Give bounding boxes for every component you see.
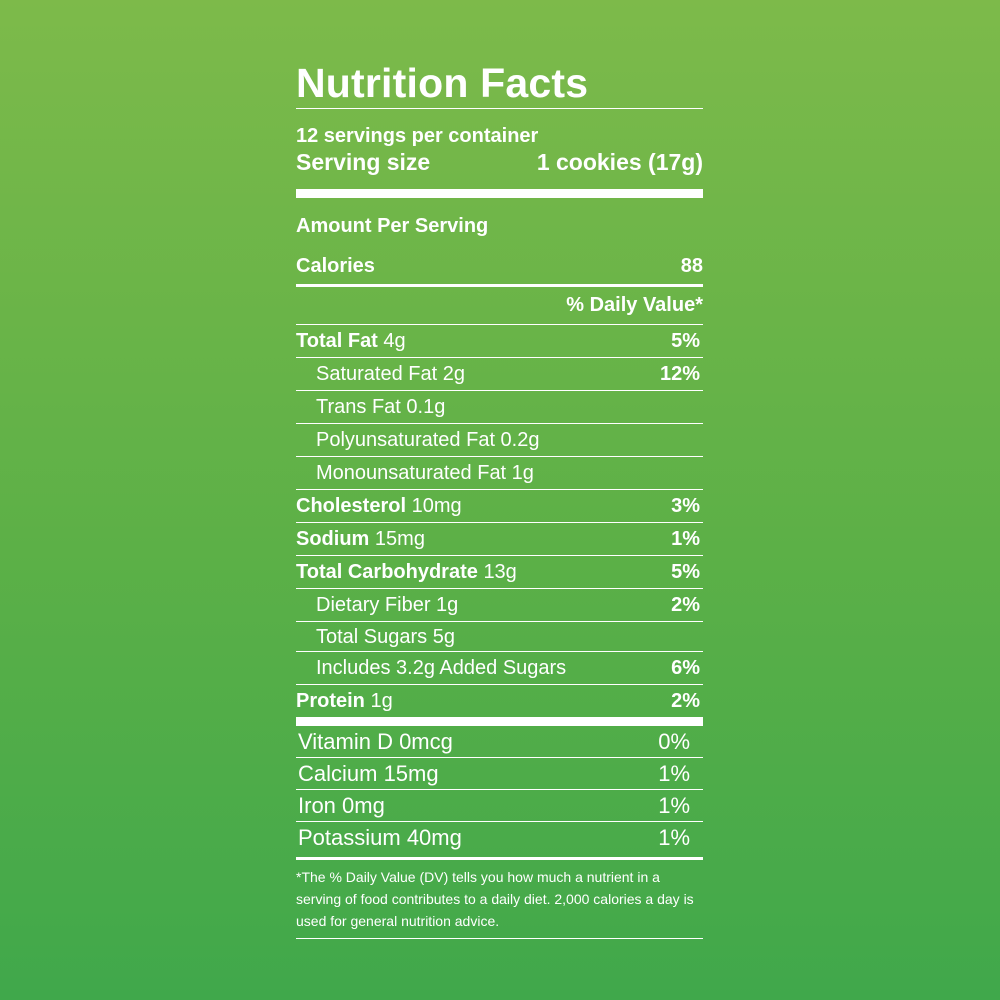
calories-label: Calories (296, 255, 375, 277)
divider (296, 108, 703, 109)
vitamin-row-calcium: Calcium 15mg 1% (296, 758, 703, 790)
daily-value-percent: 1% (658, 792, 690, 818)
nutrient-name: Sodium (296, 528, 370, 550)
nutrient-row-dietary-fiber: Dietary Fiber 1g 2% (296, 589, 703, 622)
daily-value-percent: 2% (671, 690, 700, 712)
vitamin-row-iron: Iron 0mg 1% (296, 790, 703, 822)
thick-divider (296, 189, 703, 198)
nutrient-amount: 1g (370, 690, 393, 712)
daily-value-percent: 3% (671, 495, 700, 517)
daily-value-percent: 5% (671, 330, 700, 352)
nutrient-amount: 13g (483, 561, 517, 583)
calories-value: 88 (680, 255, 703, 277)
nutrient-amount: 10mg (411, 495, 462, 517)
daily-value-header: % Daily Value* (566, 294, 703, 316)
nutrition-facts-panel: Nutrition Facts 12 servings per containe… (296, 58, 703, 939)
nutrient-row-saturated-fat: Saturated Fat 2g 12% (296, 358, 703, 391)
nutrient-name: Saturated Fat 2g (316, 363, 465, 385)
vitamin-name: Iron 0mg (298, 792, 385, 818)
nutrient-name: Monounsaturated Fat 1g (316, 462, 534, 484)
panel-title: Nutrition Facts (296, 60, 589, 106)
nutrient-name: Includes 3.2g Added Sugars (316, 657, 567, 679)
daily-value-percent: 1% (658, 824, 690, 850)
medium-divider (296, 857, 703, 860)
serving-size-row: Serving size 1 cookies (17g) (296, 147, 703, 177)
servings-per-container: 12 servings per container (296, 125, 539, 147)
nutrient-name: Cholesterol (296, 495, 407, 517)
amount-per-serving: Amount Per Serving (296, 215, 489, 237)
daily-value-percent: 6% (671, 657, 700, 679)
medium-divider (296, 284, 703, 287)
footnote: *The % Daily Value (DV) tells you how mu… (296, 869, 694, 929)
nutrient-name: Total Fat (296, 330, 378, 352)
daily-value-percent: 0% (658, 728, 690, 754)
nutrient-row-total-fat: Total Fat 4g 5% (296, 325, 703, 358)
nutrient-amount: 15mg (374, 528, 425, 550)
nutrient-name: Trans Fat 0.1g (316, 396, 446, 418)
nutrient-row-polyunsaturated-fat: Polyunsaturated Fat 0.2g (296, 424, 703, 457)
daily-value-percent: 1% (671, 528, 700, 550)
nutrient-row-protein: Protein 1g 2% (296, 685, 703, 717)
daily-value-percent: 12% (659, 363, 700, 385)
vitamin-name: Potassium 40mg (298, 824, 462, 850)
daily-value-percent: 1% (658, 760, 690, 786)
nutrient-name: Protein (296, 690, 365, 712)
nutrient-row-cholesterol: Cholesterol 10mg 3% (296, 490, 703, 523)
serving-size-value: 1 cookies (17g) (536, 149, 703, 175)
nutrient-name: Total Carbohydrate (296, 561, 478, 583)
divider (296, 324, 703, 325)
daily-value-percent: 5% (671, 561, 700, 583)
daily-value-percent: 2% (671, 594, 700, 616)
nutrient-amount: 4g (383, 330, 406, 352)
nutrient-name: Polyunsaturated Fat 0.2g (316, 429, 540, 451)
nutrient-row-total-carbohydrate: Total Carbohydrate 13g 5% (296, 556, 703, 589)
divider (296, 938, 703, 939)
calories-row: Calories 88 (296, 254, 703, 278)
serving-size-label: Serving size (296, 149, 431, 175)
nutrient-row-total-sugars: Total Sugars 5g (296, 622, 703, 652)
thick-divider (296, 717, 703, 726)
nutrient-row-sodium: Sodium 15mg 1% (296, 523, 703, 556)
vitamin-row-vitamin-d: Vitamin D 0mcg 0% (296, 726, 703, 758)
nutrient-name: Total Sugars 5g (316, 625, 455, 648)
nutrient-name: Dietary Fiber 1g (316, 594, 459, 616)
vitamin-name: Calcium 15mg (298, 760, 439, 786)
nutrient-row-monounsaturated-fat: Monounsaturated Fat 1g (296, 457, 703, 490)
nutrient-row-added-sugars: Includes 3.2g Added Sugars 6% (296, 652, 703, 685)
nutrient-row-trans-fat: Trans Fat 0.1g (296, 391, 703, 424)
vitamin-name: Vitamin D 0mcg (298, 728, 453, 754)
vitamin-row-potassium: Potassium 40mg 1% (296, 822, 703, 853)
